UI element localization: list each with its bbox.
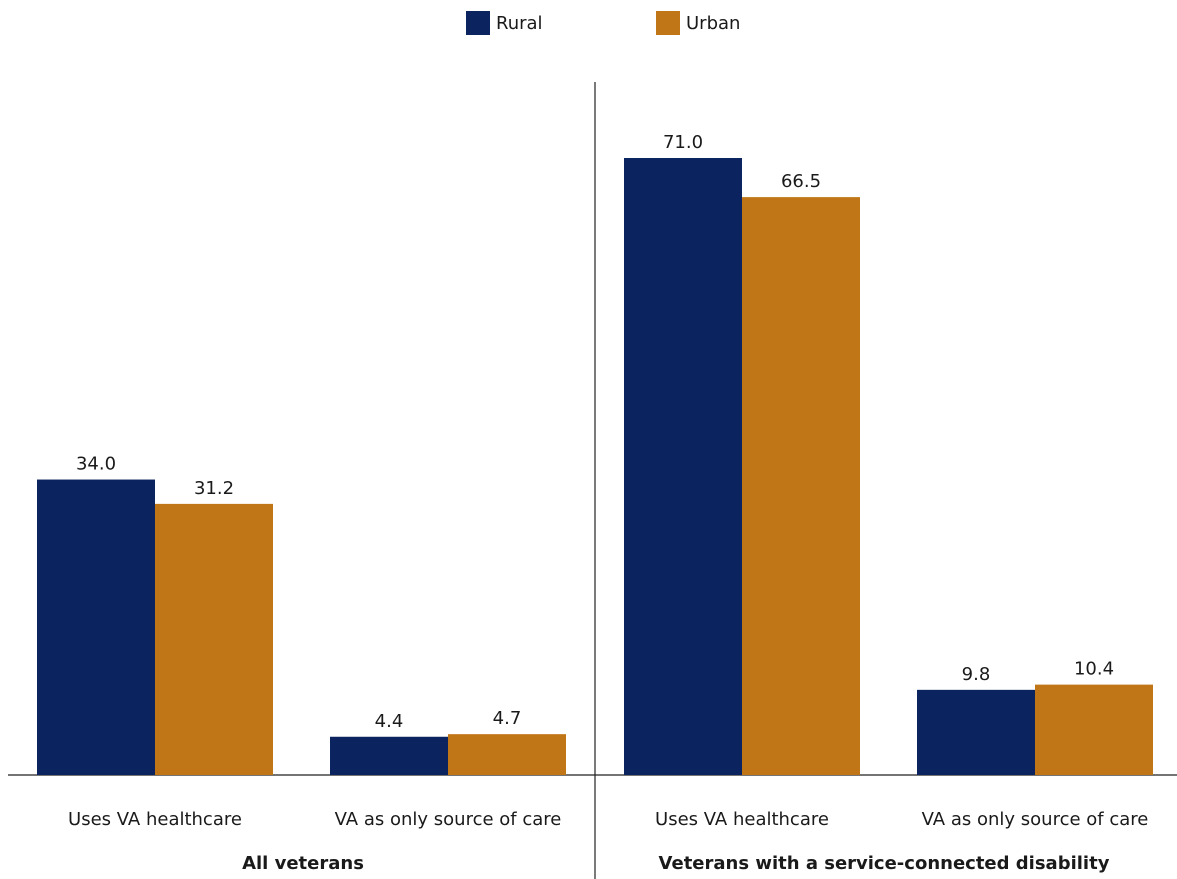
legend-item-urban: Urban: [656, 11, 740, 35]
bar-rural-g2-c1: [624, 158, 742, 775]
data-label-rural-g2-c1: 71.0: [663, 132, 703, 153]
bar-urban-g2-c2: [1035, 684, 1153, 775]
bar-urban-g1-c2: [448, 734, 566, 775]
category-label-g2-c1: Uses VA healthcare: [655, 809, 829, 830]
group-label-2: Veterans with a service-connected disabi…: [659, 853, 1110, 874]
data-label-rural-g2-c2: 9.8: [962, 664, 991, 685]
legend-label-urban: Urban: [686, 12, 741, 34]
legend: Rural Urban: [0, 11, 1177, 35]
data-label-urban-g1-c2: 4.7: [493, 708, 522, 729]
bar-rural-g1-c2: [330, 736, 448, 775]
data-label-urban-g1-c1: 31.2: [194, 478, 234, 499]
bar-urban-g1-c1: [155, 503, 273, 775]
data-label-rural-g1-c1: 34.0: [76, 454, 116, 475]
legend-swatch-urban: [656, 11, 680, 35]
category-label-g1-c2: VA as only source of care: [335, 809, 562, 830]
category-label-g2-c2: VA as only source of care: [922, 809, 1149, 830]
bar-rural-g1-c1: [37, 479, 155, 775]
legend-swatch-rural: [466, 11, 490, 35]
data-label-rural-g1-c2: 4.4: [375, 711, 404, 732]
bar-rural-g2-c2: [917, 689, 1035, 775]
legend-item-rural: Rural: [466, 11, 543, 35]
data-label-urban-g2-c2: 10.4: [1074, 659, 1114, 680]
legend-label-rural: Rural: [496, 12, 543, 34]
category-label-g1-c1: Uses VA healthcare: [68, 809, 242, 830]
bar-urban-g2-c1: [742, 197, 860, 776]
group-label-1: All veterans: [242, 853, 364, 874]
data-label-urban-g2-c1: 66.5: [781, 171, 821, 192]
